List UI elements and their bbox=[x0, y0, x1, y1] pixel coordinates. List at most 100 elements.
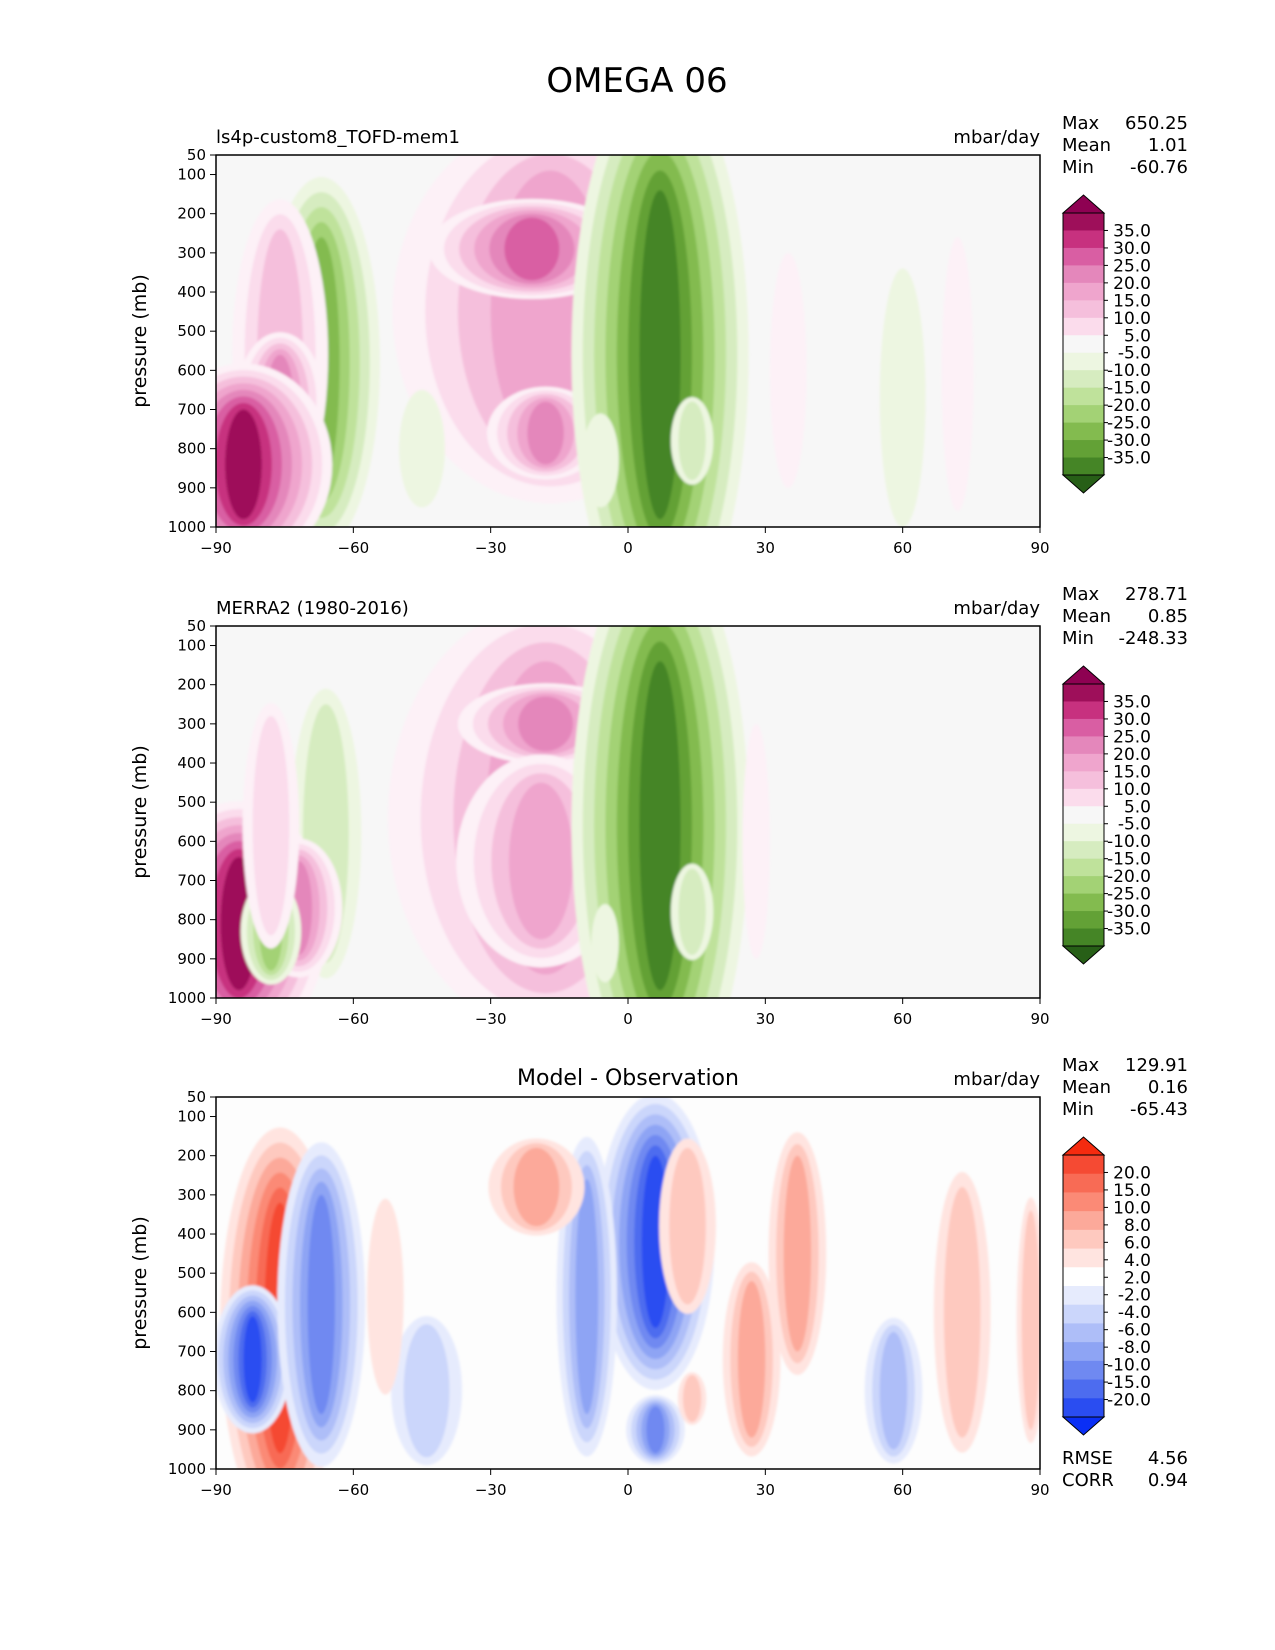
contour-feature bbox=[941, 237, 974, 512]
y-axis-label: pressure (mb) bbox=[129, 274, 151, 408]
contour-feature bbox=[216, 363, 333, 527]
contour-level bbox=[252, 716, 290, 936]
stat-label: RMSE bbox=[1062, 1448, 1113, 1469]
colorbar-label: 5.0 bbox=[1124, 326, 1151, 346]
contour-feature bbox=[626, 1395, 685, 1465]
units-label: mbar/day bbox=[953, 598, 1040, 619]
y-tick-label: 100 bbox=[177, 166, 206, 184]
y-tick-label: 300 bbox=[177, 715, 206, 733]
contour-level bbox=[783, 1155, 812, 1352]
x-tick-label: −60 bbox=[338, 539, 370, 557]
stat-label: Mean bbox=[1062, 606, 1111, 627]
contour-feature bbox=[571, 626, 749, 998]
contour-feature bbox=[391, 1316, 463, 1466]
x-tick-label: −60 bbox=[338, 1481, 370, 1499]
colorbar-segment bbox=[1063, 718, 1104, 737]
y-tick-label: 200 bbox=[177, 1147, 206, 1165]
colorbar-segment bbox=[1063, 1229, 1104, 1250]
contour-feature bbox=[242, 702, 300, 949]
colorbar-segment bbox=[1063, 911, 1104, 930]
colorbar-extend-top bbox=[1061, 1136, 1106, 1156]
colorbar-label: -20.0 bbox=[1107, 396, 1151, 416]
stat-label: Mean bbox=[1062, 135, 1111, 156]
colorbar-segment bbox=[1063, 405, 1104, 424]
y-tick-label: 1000 bbox=[168, 518, 206, 536]
colorbar-segment bbox=[1063, 823, 1104, 842]
colorbar-segment bbox=[1063, 771, 1104, 790]
colorbar-segment bbox=[1063, 247, 1104, 266]
colorbar-segment bbox=[1063, 893, 1104, 912]
x-tick-label: −30 bbox=[475, 1010, 507, 1028]
colorbar-label: -30.0 bbox=[1107, 902, 1151, 922]
contour-level bbox=[1021, 1210, 1040, 1430]
contour-feature bbox=[571, 155, 749, 527]
contour-feature bbox=[216, 1285, 292, 1434]
colorbar-label: 25.0 bbox=[1113, 256, 1151, 276]
contour-level bbox=[742, 723, 770, 959]
x-tick-label: 60 bbox=[893, 1481, 912, 1499]
contour-level bbox=[678, 401, 706, 480]
colorbar-segment bbox=[1063, 1155, 1104, 1175]
colorbar-segment bbox=[1063, 422, 1104, 441]
contour-level bbox=[403, 1324, 450, 1458]
contour-level bbox=[307, 1194, 336, 1415]
contour-level bbox=[591, 904, 619, 983]
colorbar-label: -8.0 bbox=[1118, 1338, 1151, 1358]
colorbar-label: 30.0 bbox=[1113, 710, 1151, 730]
x-tick-label: 90 bbox=[1030, 539, 1049, 557]
y-tick-label: 800 bbox=[177, 911, 206, 929]
colorbar-frame bbox=[1062, 212, 1105, 476]
stat-value: -60.76 bbox=[1130, 157, 1188, 178]
colorbar-segment bbox=[1063, 1211, 1104, 1231]
contour-level bbox=[682, 1375, 702, 1423]
y-tick-label: 900 bbox=[177, 479, 206, 497]
stat-value: 0.85 bbox=[1148, 606, 1188, 627]
colorbar-label: 20.0 bbox=[1113, 745, 1151, 765]
colorbar-segment bbox=[1063, 736, 1104, 755]
y-tick-label: 50 bbox=[187, 1088, 206, 1106]
contour-field bbox=[216, 626, 770, 998]
contour-feature bbox=[864, 1317, 923, 1464]
colorbar-label: 35.0 bbox=[1113, 692, 1151, 712]
stat-label: Min bbox=[1062, 628, 1094, 649]
contour-level bbox=[943, 1187, 981, 1438]
colorbar-label: 20.0 bbox=[1113, 1163, 1151, 1183]
colorbar-segment bbox=[1063, 1267, 1104, 1287]
contour-level bbox=[769, 252, 807, 488]
colorbar: 20.015.010.08.06.04.02.0-2.0-4.0-6.0-8.0… bbox=[1061, 1136, 1151, 1436]
contour-feature bbox=[1016, 1197, 1040, 1443]
x-tick-label: 60 bbox=[893, 539, 912, 557]
contour-level bbox=[737, 1281, 766, 1438]
colorbar-segment bbox=[1063, 753, 1104, 772]
contour-field bbox=[216, 1097, 1040, 1469]
contour-feature bbox=[488, 1138, 585, 1236]
contour-feature bbox=[670, 396, 714, 485]
colorbar-label: -10.0 bbox=[1107, 361, 1151, 381]
x-tick-label: 0 bbox=[623, 1481, 633, 1499]
colorbar-label: -25.0 bbox=[1107, 885, 1151, 905]
colorbar-label: -15.0 bbox=[1107, 379, 1151, 399]
colorbar-label: -5.0 bbox=[1118, 344, 1151, 364]
x-tick-label: 90 bbox=[1030, 1481, 1049, 1499]
x-tick-label: −60 bbox=[338, 1010, 370, 1028]
contour-level bbox=[941, 237, 974, 512]
y-tick-label: 500 bbox=[177, 793, 206, 811]
y-tick-label: 500 bbox=[177, 322, 206, 340]
colorbar-label: -4.0 bbox=[1118, 1303, 1151, 1323]
colorbar-segment bbox=[1063, 1398, 1104, 1418]
y-tick-label: 200 bbox=[177, 676, 206, 694]
colorbar-segment bbox=[1063, 335, 1104, 354]
colorbar-label: -35.0 bbox=[1107, 449, 1151, 469]
stat-value: 0.94 bbox=[1148, 1470, 1188, 1491]
colorbar-segment bbox=[1063, 858, 1104, 877]
colorbar-segment bbox=[1063, 1173, 1104, 1193]
colorbar-label: -6.0 bbox=[1118, 1321, 1151, 1341]
units-label: mbar/day bbox=[953, 1069, 1040, 1090]
stat-value: 650.25 bbox=[1125, 113, 1188, 134]
colorbar-label: -15.0 bbox=[1107, 850, 1151, 870]
colorbar-extend-bottom bbox=[1061, 1416, 1106, 1436]
y-tick-label: 1000 bbox=[168, 989, 206, 1007]
stat-label: Max bbox=[1062, 1055, 1100, 1076]
contour-level bbox=[582, 413, 619, 508]
